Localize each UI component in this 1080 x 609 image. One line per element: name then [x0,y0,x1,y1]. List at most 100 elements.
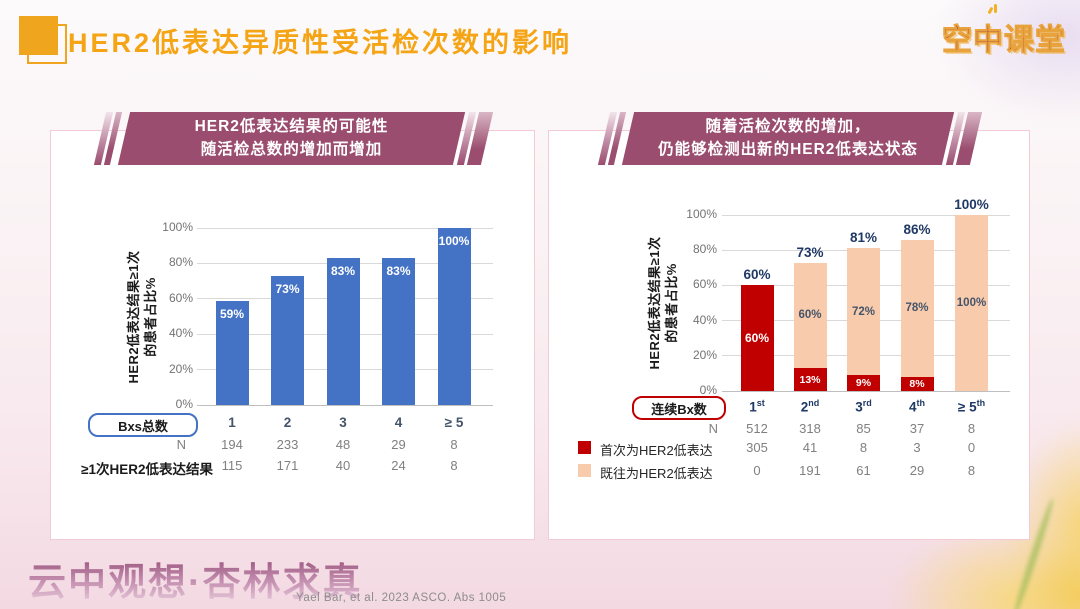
table-cell-value: 8 [859,440,868,455]
bar-segment-new [847,375,880,391]
bar [215,300,249,405]
table-cell-value: 8 [967,421,976,436]
left-chart-y-axis-title: HER2低表达结果≥1次 的患者占比% [126,250,158,384]
table-cell-value: 3 [913,440,921,455]
y-tick-label: 80% [692,242,717,257]
x-category-label: 2 [283,415,292,430]
gridline [722,390,1010,392]
bar-value-label: 83% [386,264,411,279]
bar-value-label: 59% [219,306,245,321]
y-tick-label: 80% [168,255,193,270]
segment-value-label: 100% [956,297,987,309]
y-tick-label: 100% [686,207,717,221]
table-cell-value: 48 [335,437,351,452]
table-cell-value: 24 [391,458,406,473]
x-category-label: 3 [339,415,347,430]
table-cell-value: 0 [753,463,761,478]
total-value-label: 100% [954,197,989,212]
segment-value-label: 8% [909,377,925,390]
total-value-label: 73% [796,244,824,260]
bar [326,258,360,405]
bar-value-label: 73% [275,281,300,296]
left-banner-line1: HER2低表达结果的可能性 [194,118,389,136]
left-banner-line2: 随活检总数的增加而增加 [200,140,383,158]
bar-segment-prior [955,215,988,391]
bar-segment-new [793,368,827,391]
bar-segment-new [900,376,934,391]
segment-value-label: 60% [798,309,822,322]
bar-segment-prior [793,262,827,369]
x-category-label: 1st [749,398,765,415]
table-cell-value: 85 [856,421,871,436]
legend-swatch-prior [578,464,591,477]
n-row-label: N [708,421,718,436]
segment-value-label: 60% [744,331,770,346]
gridline [197,227,493,229]
y-tick-label: 60% [692,277,717,292]
legend-label: 既往为HER2低表达 [600,466,713,481]
bar-value-label: 100% [438,234,470,248]
table-cell-value: 233 [276,437,299,452]
x-category-label: 4th [908,398,925,415]
table-cell-value: 29 [909,463,925,478]
y-tick-label: 20% [692,347,717,362]
total-value-label: 60% [743,267,771,283]
table-cell-value: 0 [967,440,976,455]
table-cell-value: 194 [221,437,243,452]
bar-segment-prior [900,239,934,377]
segment-value-label: 78% [905,302,929,315]
right-banner-line1: 随着活检次数的增加， [705,118,871,136]
gridline [722,214,1010,216]
logo-text: 空中课堂 [942,24,1066,58]
table-cell-value: 41 [802,440,818,455]
table-cell-value: 40 [335,458,351,473]
left-x-axis-label-box: Bxs总数 [88,413,198,437]
x-category-label: 1 [228,415,236,430]
right-panel-banner: 随着活检次数的增加， 仍能够检测出新的HER2低表达状态 [621,112,955,165]
table-cell-value: 61 [856,463,871,478]
y-tick-label: 0% [699,383,717,397]
table-cell-value: 171 [276,458,299,473]
y-tick-label: 60% [168,290,193,305]
total-value-label: 86% [903,221,931,237]
x-category-label: 2nd [800,398,820,415]
segment-value-label: 13% [799,373,821,386]
title-square-icon [19,16,58,55]
table-cell-value: 29 [391,437,406,452]
left-panel-banner: HER2低表达结果的可能性 随活检总数的增加而增加 [117,112,466,165]
bar-value-label: 83% [330,264,356,279]
table-cell-value: 8 [450,458,458,473]
legend-label: 首次为HER2低表达 [600,443,713,458]
segment-value-label: 72% [851,305,876,318]
table-cell-value: 512 [746,421,768,436]
y-tick-label: 0% [175,397,193,411]
y-tick-label: 40% [692,312,717,327]
table-row-label: ≥1次HER2低表达结果 [81,462,213,477]
table-row-label: N [176,437,186,452]
table-cell-value: 8 [450,437,458,452]
bar [382,258,415,405]
table-cell-value: 37 [909,421,925,436]
right-banner-line2: 仍能够检测出新的HER2低表达状态 [658,140,918,158]
segment-value-label: 9% [855,377,872,390]
table-cell-value: 115 [221,458,243,473]
gridline [197,404,493,406]
y-tick-label: 20% [168,361,193,376]
y-tick-label: 100% [162,220,193,234]
table-cell-value: 305 [746,440,768,455]
logo-spark-icon [987,4,1001,18]
y-tick-label: 40% [168,326,193,341]
table-cell-value: 318 [799,421,821,436]
right-panel-card [548,130,1030,540]
x-category-label: 4 [394,415,403,430]
watermark-text: 云中观想·杏林求真 [28,551,363,606]
page-title: HER2低表达异质性受活检次数的影响 [68,28,573,58]
total-value-label: 81% [849,230,878,246]
x-category-label: ≥ 5th [957,398,986,415]
table-cell-value: 8 [967,463,976,478]
table-cell-value: 191 [799,463,821,478]
x-category-label: ≥ 5 [444,415,464,430]
citation-text: Yael Bar, et al. 2023 ASCO. Abs 1005 [296,592,507,604]
bar [271,275,304,405]
